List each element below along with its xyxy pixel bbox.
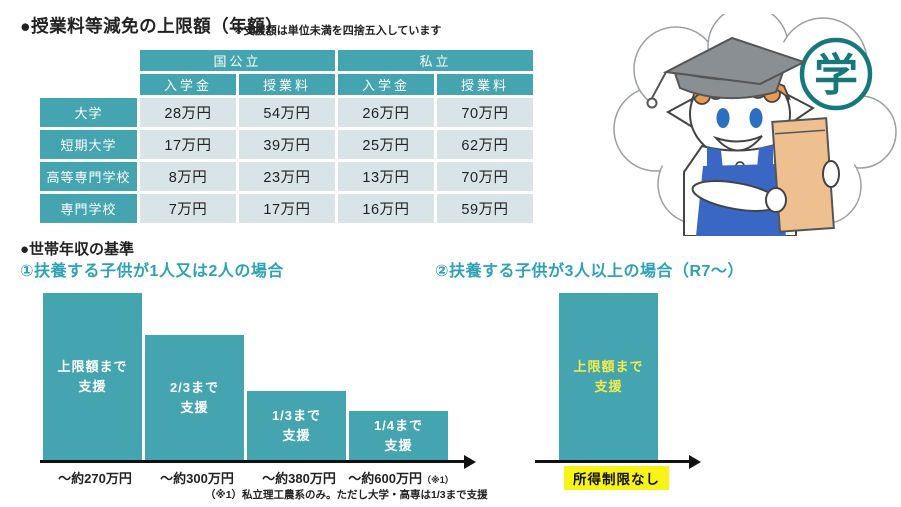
right-eye (749, 108, 763, 128)
table-cell: 70万円 (437, 98, 533, 127)
table-col-group-header: 私立 (338, 50, 533, 71)
chart2-title: ②扶養する子供が3人以上の場合（R7～） (435, 263, 744, 280)
table-cell: 26万円 (338, 98, 434, 127)
table-row-label: 短期大学 (40, 130, 137, 159)
bar-support-label: 2/3まで 支援 (169, 379, 220, 415)
page-title-note: ※支援額は単位未満を四捨五入しています (233, 25, 442, 37)
chart1-bar: 1/4まで 支援 (349, 411, 448, 461)
table-cell: 59万円 (437, 194, 533, 223)
seal-character: 学 (814, 51, 858, 100)
table-sub-header: 入学金 (338, 74, 434, 95)
chart2: 上限額まで 支援 所得制限なし (535, 292, 755, 507)
school-seal-icon: 学 (799, 37, 873, 111)
table-cell: 39万円 (239, 130, 335, 159)
bar-support-label: 上限額まで 支援 (573, 358, 644, 394)
chart1-x-axis (40, 454, 476, 469)
table-cell: 23万円 (239, 162, 335, 191)
table-cell: 7万円 (140, 194, 236, 223)
chart1-footnote: （※1）私立理工農系のみ。ただし大学・高専は1/3まで支援 (205, 489, 488, 501)
chart1-bar: 上限額まで 支援 (43, 293, 142, 461)
chart1-title: ①扶養する子供が1人又は2人の場合 (20, 263, 284, 280)
chart1-bars: 上限額まで 支援 2/3まで 支援 1/3まで 支援 1/4まで 支援 (40, 292, 480, 461)
chart1: 上限額まで 支援 2/3まで 支援 1/3まで 支援 1/4まで 支援 ～約270万円… (40, 292, 530, 507)
table-sub-header: 入学金 (140, 74, 236, 95)
left-hand (765, 187, 787, 213)
section2-title: ●世帯年収の基準 (20, 241, 135, 258)
chart1-axis-label: ～約380万円 (262, 471, 336, 486)
table-row-label: 高等専門学校 (40, 162, 137, 191)
chart1-axis-label: ～約600万円（※1） (348, 471, 454, 486)
table-col-group-header: 国公立 (140, 50, 335, 71)
table-cell: 16万円 (338, 194, 434, 223)
chart2-bar: 上限額まで 支援 (559, 293, 658, 461)
table-cell: 70万円 (437, 162, 533, 191)
table-cell: 25万円 (338, 130, 434, 159)
no-income-limit-highlight: 所得制限なし (564, 466, 669, 490)
right-hand (822, 160, 840, 188)
axis-label-footnote-mark: （※1） (421, 475, 454, 485)
table-cell: 17万円 (140, 130, 236, 159)
table-row-label: 大学 (40, 98, 137, 127)
chart1-bar: 1/3まで 支援 (247, 391, 346, 461)
table-cell: 13万円 (338, 162, 434, 191)
table-sub-header: 授業料 (437, 74, 533, 95)
table-cell: 54万円 (239, 98, 335, 127)
table-row-label: 専門学校 (40, 194, 137, 223)
chart1-bar: 2/3まで 支援 (145, 335, 244, 461)
mouth (712, 135, 763, 152)
table-cell: 62万円 (437, 130, 533, 159)
graduation-cap (646, 36, 807, 109)
bar-support-label: 1/3まで 支援 (271, 407, 322, 443)
table-cell: 28万円 (140, 98, 236, 127)
chart1-axis-label: ～約300万円 (160, 471, 234, 486)
table-cell: 8万円 (140, 162, 236, 191)
fee-table: 国公立 私立 入学金 授業料 入学金 授業料 大学 28万円 54万円 26万円 70万円 短期大学 1… (40, 50, 533, 223)
student-illustration: 学 (613, 14, 897, 236)
page-title: ●授業料等減免の上限額（年額） (20, 16, 284, 36)
chart1-axis-label: ～約270万円 (58, 471, 132, 486)
table-cell: 17万円 (239, 194, 335, 223)
bar-support-label: 1/4まで 支援 (373, 417, 424, 453)
chart2-x-axis (535, 454, 701, 469)
bar-support-label: 上限額まで 支援 (57, 358, 128, 394)
left-eye (716, 108, 730, 128)
table-sub-header: 授業料 (239, 74, 335, 95)
